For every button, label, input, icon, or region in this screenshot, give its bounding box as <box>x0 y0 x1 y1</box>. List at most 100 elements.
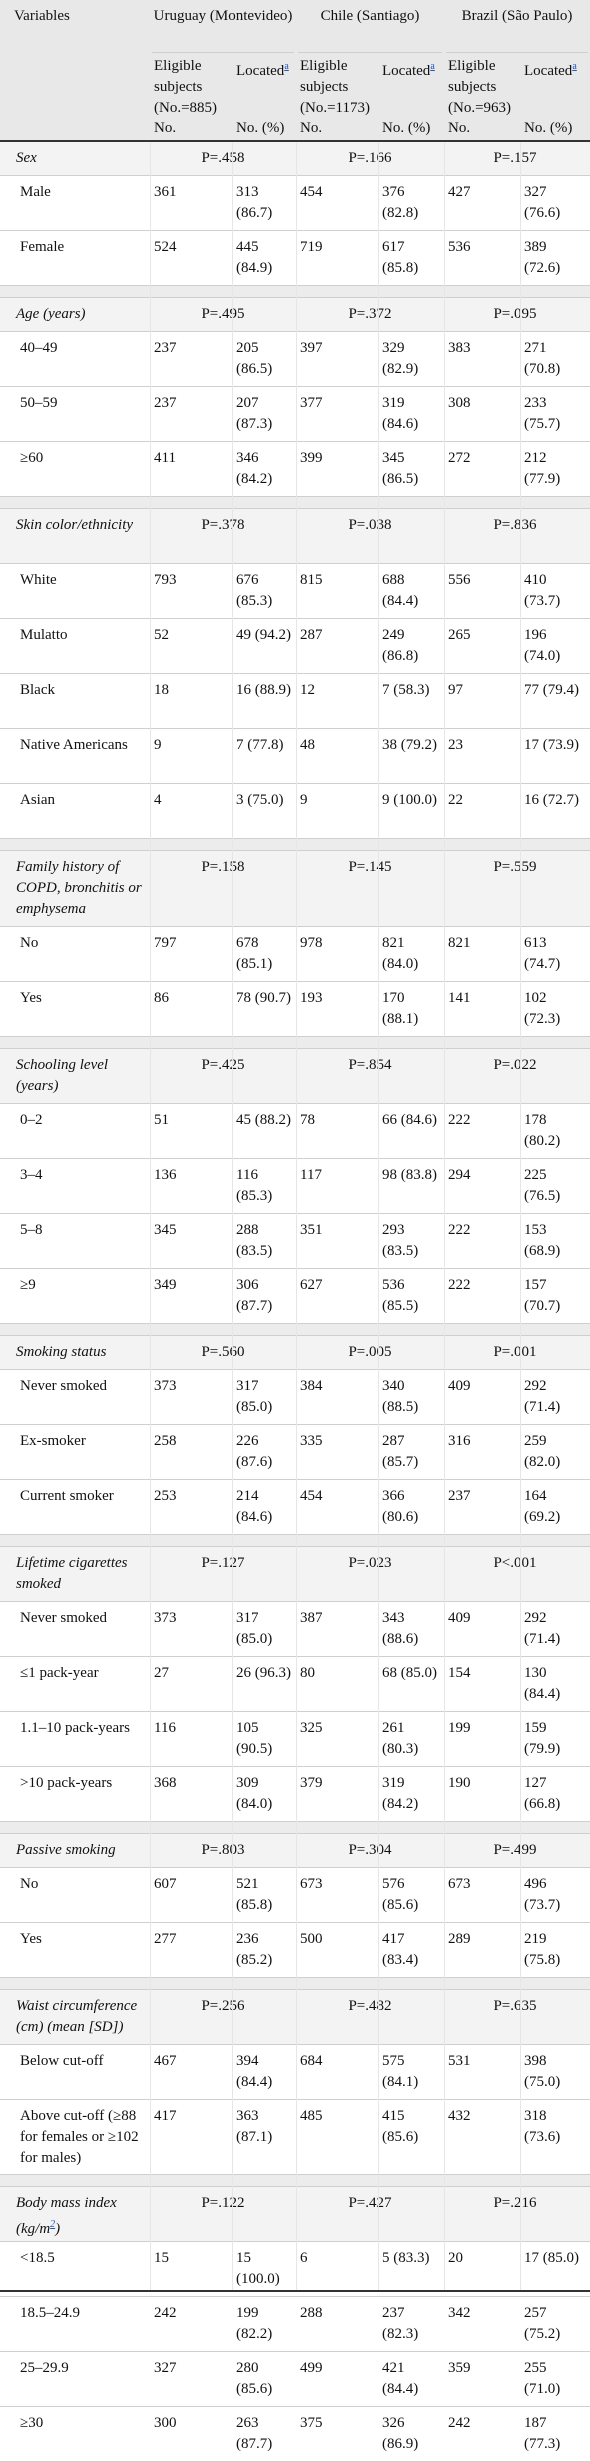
cell-value: 409 <box>448 1610 471 1626</box>
p-value: P=.127 <box>201 1555 245 1571</box>
p-value: P=.378 <box>201 517 245 533</box>
p-value: P=.001 <box>493 1344 537 1360</box>
cell-value: 292 (71.4) <box>524 1610 561 1647</box>
p-value: P=.559 <box>493 859 537 875</box>
column-separator <box>378 142 379 2290</box>
row-label: 5–8 <box>20 1222 43 1238</box>
cell-value: 193 <box>300 990 323 1006</box>
column-separator <box>150 142 151 2290</box>
p-value: P=.122 <box>201 2195 245 2211</box>
cell-value: 116 <box>154 1720 176 1736</box>
cell-value: 821 <box>448 935 471 951</box>
gap-rule <box>0 1989 590 1990</box>
row-rule <box>0 1821 590 1822</box>
cell-value: 154 <box>448 1665 471 1681</box>
section-background <box>0 1990 590 2044</box>
p-value: P=.158 <box>201 859 245 875</box>
header-country: Uruguay (Montevideo) <box>153 8 293 24</box>
cell-value: 277 <box>154 1931 177 1947</box>
row-rule <box>0 838 590 839</box>
p-value: P=.458 <box>201 150 245 166</box>
cell-value: 340 (88.5) <box>382 1378 419 1415</box>
cell-value: 9 (100.0) <box>382 792 437 808</box>
section-gap <box>0 1037 590 1048</box>
gap-rule <box>0 1335 590 1336</box>
cell-value: 237 <box>154 395 177 411</box>
footnote-a-link[interactable]: a <box>284 61 289 72</box>
row-label: Ex-smoker <box>20 1433 86 1449</box>
row-rule <box>0 285 590 286</box>
cell-value: 38 (79.2) <box>382 737 437 753</box>
cell-value: 399 <box>300 450 323 466</box>
cell-value: 259 (82.0) <box>524 1433 561 1470</box>
section-gap <box>0 286 590 297</box>
p-value: P=.005 <box>348 1344 392 1360</box>
row-rule <box>0 2174 590 2175</box>
cell-value: 383 <box>448 340 471 356</box>
cell-value: 222 <box>448 1112 471 1128</box>
p-value: P=.854 <box>348 1057 392 1073</box>
cell-value: 9 <box>300 792 308 808</box>
cell-value: 257 (75.2) <box>524 2305 561 2342</box>
superscript-link[interactable]: 2 <box>50 2219 56 2230</box>
cell-value: 815 <box>300 572 323 588</box>
cell-value: 415 (85.6) <box>382 2108 419 2145</box>
header-eligible: Eligible subjects (No.=963) <box>448 58 512 116</box>
cell-value: 319 (84.6) <box>382 395 419 432</box>
cell-value: 190 <box>448 1775 471 1791</box>
row-rule <box>0 386 590 387</box>
header-bottom-rule <box>0 140 590 142</box>
cell-value: 500 <box>300 1931 323 1947</box>
cell-value: 242 <box>448 2415 471 2431</box>
cell-value: 136 <box>154 1167 177 1183</box>
cell-value: 105 (90.5) <box>236 1720 273 1757</box>
cell-value: 263 (87.7) <box>236 2415 273 2452</box>
cell-value: 536 <box>448 239 471 255</box>
cell-value: 78 (90.7) <box>236 990 291 1006</box>
row-rule <box>0 1158 590 1159</box>
cell-value: 467 <box>154 2053 177 2069</box>
cell-value: 345 (86.5) <box>382 450 419 487</box>
footnote-a-link[interactable]: a <box>572 61 577 72</box>
cell-value: 673 <box>300 1876 323 1892</box>
section-label-text: Skin color/ethnicity <box>16 517 134 533</box>
cell-value: 719 <box>300 239 323 255</box>
row-label: White <box>20 572 57 588</box>
p-value: P=.482 <box>348 1998 392 2014</box>
cell-value: 6 <box>300 2250 308 2266</box>
row-rule <box>0 1534 590 1535</box>
cell-value: 531 <box>448 2053 471 2069</box>
cell-value: 521 (85.8) <box>236 1876 273 1913</box>
row-rule <box>0 728 590 729</box>
cell-value: 199 <box>448 1720 471 1736</box>
cell-value: 98 (83.8) <box>382 1167 437 1183</box>
cell-value: 7 (77.8) <box>236 737 284 753</box>
cell-value: 80 <box>300 1665 315 1681</box>
footnote-a-link[interactable]: a <box>430 61 435 72</box>
row-rule <box>0 1656 590 1657</box>
cell-value: 237 <box>154 340 177 356</box>
section-rule <box>0 926 590 927</box>
column-separator <box>444 142 445 2290</box>
header-no: No. <box>448 120 471 136</box>
cell-value: 384 <box>300 1378 323 1394</box>
cell-value: 16 (88.9) <box>236 682 291 698</box>
row-label: >10 pack-years <box>20 1775 113 1791</box>
row-label: Female <box>20 239 65 255</box>
cell-value: 258 <box>154 1433 177 1449</box>
row-label: 3–4 <box>20 1167 43 1183</box>
cell-value: 343 (88.6) <box>382 1610 419 1647</box>
p-value: P=.157 <box>493 150 537 166</box>
cell-value: 219 (75.8) <box>524 1931 561 1968</box>
row-label: Yes <box>20 1931 42 1947</box>
p-value: P=.803 <box>201 1842 245 1858</box>
section-rule <box>0 2044 590 2045</box>
cell-value: 178 (80.2) <box>524 1112 561 1149</box>
section-label-text: Passive smoking <box>16 1842 116 1858</box>
section-gap <box>0 1324 590 1335</box>
row-rule <box>0 673 590 674</box>
cell-value: 607 <box>154 1876 177 1892</box>
cell-value: 327 (76.6) <box>524 184 561 221</box>
cell-value: 280 (85.6) <box>236 2360 273 2397</box>
